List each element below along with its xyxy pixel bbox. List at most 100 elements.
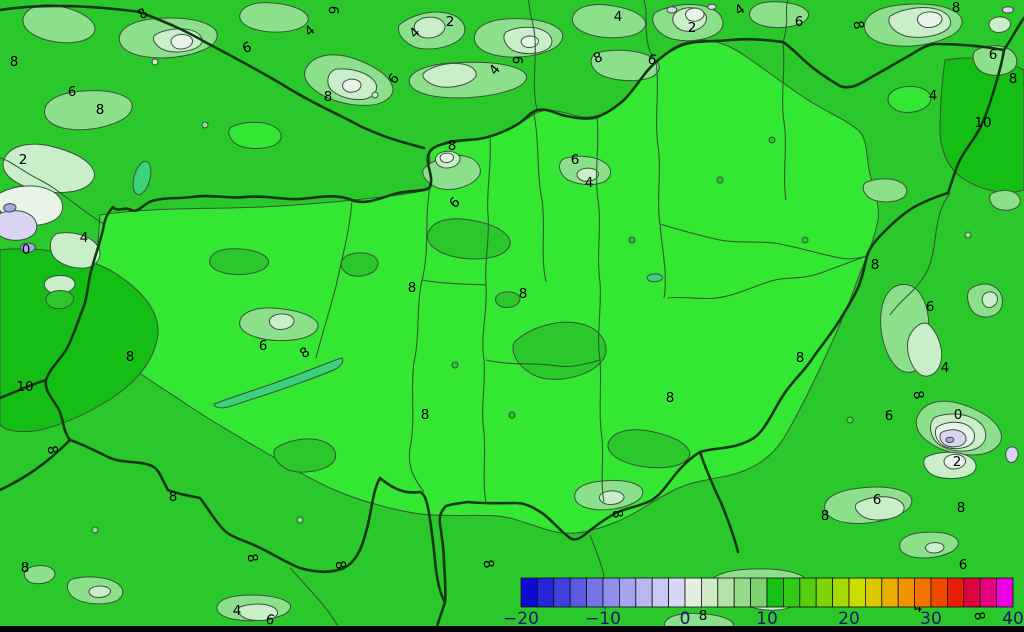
contour-label: 8 <box>10 54 19 70</box>
colorbar-cell <box>619 577 637 608</box>
colorbar-cell <box>537 577 555 608</box>
contour-label: 2 <box>688 20 697 36</box>
contour-label: 4 <box>585 175 594 191</box>
bottom-bar <box>0 626 1024 632</box>
contour-label: 8 <box>43 444 60 455</box>
contour-label: 8 <box>957 500 966 516</box>
border-austria-slovenia <box>0 378 48 400</box>
border-slovenia-croatia <box>0 438 72 492</box>
contour-label: 8 <box>96 102 105 118</box>
contour-label: 6 <box>646 51 658 69</box>
contour-label: 2 <box>953 454 962 470</box>
colorbar-cell <box>914 577 932 608</box>
contour-label: 8 <box>952 0 961 16</box>
contour-label: 8 <box>821 508 830 524</box>
colorbar-cells <box>520 577 1014 608</box>
contour-label: 4 <box>614 9 623 25</box>
contour-label: 6 <box>571 152 580 168</box>
colorbar-cell <box>717 577 735 608</box>
border-austria-slovakia <box>0 4 426 150</box>
contour-label: 6 <box>959 557 968 573</box>
contour-label: 6 <box>264 611 276 629</box>
colorbar-tick: 10 <box>756 609 778 629</box>
colorbar-tick: 20 <box>838 609 860 629</box>
contour-label: 6 <box>926 299 935 315</box>
contour-label: 6 <box>259 338 268 354</box>
colorbar-cell <box>569 577 588 608</box>
colorbar-cell <box>733 577 752 608</box>
contour-label: 8 <box>519 286 528 302</box>
colorbar-cell <box>766 577 784 608</box>
colorbar-cell <box>553 577 571 608</box>
contour-label: 8 <box>608 508 625 519</box>
contour-label: 4 <box>914 600 923 616</box>
contour-label: 4 <box>233 603 242 619</box>
contour-label: 8 <box>169 489 178 505</box>
colorbar-tick: 0 <box>680 609 691 629</box>
colorbar-cell <box>783 577 801 608</box>
contour-label: 4 <box>929 88 938 104</box>
contour-label: 6 <box>509 55 526 65</box>
contour-label: 8 <box>243 552 260 563</box>
colorbar-tick: 40 <box>1002 609 1024 629</box>
colorbar-tick: 30 <box>920 609 942 629</box>
colorbar-cell <box>979 577 998 608</box>
colorbar-cell <box>881 577 899 608</box>
contour-label: 10 <box>16 379 33 395</box>
contour-label: 8 <box>479 558 496 569</box>
contour-label: 8 <box>324 89 333 105</box>
colorbar-cell <box>684 577 702 608</box>
colorbar-cell <box>586 577 604 608</box>
contour-label: 6 <box>989 47 998 63</box>
lake-neusiedl <box>132 160 152 196</box>
colorbar-cell <box>963 577 981 608</box>
contour-label: 8 <box>909 389 926 400</box>
colorbar-tick-labels: −20 −10 0 10 20 30 40 <box>503 609 1024 629</box>
contour-label: 8 <box>849 19 866 30</box>
contour-label: 8 <box>421 407 430 423</box>
country-borders <box>0 4 1024 632</box>
colorbar-legend: −20 −10 0 10 20 30 40 <box>503 577 1024 629</box>
colorbar-tick: −10 <box>585 609 621 629</box>
contour-label: 8 <box>21 560 30 576</box>
colorbar-cell <box>947 577 965 608</box>
contour-label: 6 <box>795 14 804 30</box>
contour-label: 6 <box>885 408 894 424</box>
colorbar-cell <box>520 577 538 608</box>
colorbar-cell <box>815 577 834 608</box>
contour-label: 2 <box>19 152 28 168</box>
border-hungary <box>44 37 1006 604</box>
colorbar-cell <box>996 577 1014 608</box>
contour-label: 4 <box>80 230 89 246</box>
contour-label: 8 <box>1009 71 1018 87</box>
contour-label: 10 <box>974 115 991 131</box>
contour-label: 8 <box>796 350 805 366</box>
contour-label: 8 <box>408 280 417 296</box>
contour-label: 6 <box>325 5 342 15</box>
colorbar-cell <box>750 577 768 608</box>
contour-label: 4 <box>941 360 950 376</box>
colorbar-cell <box>651 577 670 608</box>
contour-label: 8 <box>666 390 675 406</box>
contour-label: 0 <box>22 242 31 258</box>
colorbar-cell <box>635 577 653 608</box>
lake-tisza <box>647 273 663 282</box>
border-ukraine <box>1002 16 1024 52</box>
contour-label: 0 <box>954 407 963 423</box>
colorbar-cell <box>848 577 866 608</box>
lake-balaton <box>213 357 344 409</box>
contour-label: 8 <box>970 610 987 621</box>
contour-label: 8 <box>126 349 135 365</box>
contour-label: 8 <box>699 608 708 624</box>
colorbar-cell <box>930 577 948 608</box>
colorbar-cell <box>701 577 719 608</box>
colorbar-cell <box>799 577 817 608</box>
border-serbia-romania <box>698 450 740 554</box>
contour-label: 8 <box>331 559 348 570</box>
colorbar-tick: −20 <box>503 609 539 629</box>
contour-label: 8 <box>448 138 457 154</box>
contour-label: 2 <box>446 14 455 30</box>
